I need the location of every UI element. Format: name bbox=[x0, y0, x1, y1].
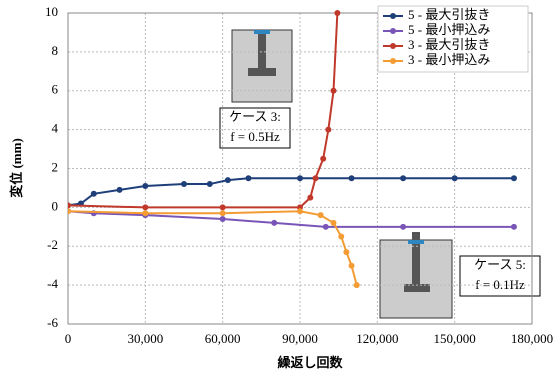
legend-label: 3 - 最大引抜き bbox=[408, 37, 490, 52]
legend-label: 5 - 最小押込み bbox=[408, 22, 490, 37]
legend-marker bbox=[390, 58, 396, 64]
x-tick-label: 0 bbox=[65, 331, 72, 346]
point bbox=[510, 175, 517, 182]
point bbox=[400, 223, 407, 230]
point bbox=[142, 182, 149, 189]
x-tick-label: 150,000 bbox=[434, 331, 476, 346]
y-tick-label: -2 bbox=[47, 237, 58, 252]
point bbox=[343, 249, 350, 256]
y-tick-label: 4 bbox=[52, 121, 59, 136]
y-tick-label: 10 bbox=[45, 4, 58, 19]
point bbox=[181, 181, 187, 188]
legend-marker bbox=[390, 28, 396, 34]
annotation: ケース 5: bbox=[474, 257, 526, 272]
series-line bbox=[68, 210, 358, 286]
point bbox=[219, 210, 226, 217]
x-tick-label: 180,000 bbox=[511, 331, 553, 346]
annotation: ケース 3: bbox=[229, 109, 281, 124]
case5-diagram bbox=[379, 232, 453, 319]
point bbox=[320, 155, 327, 162]
point bbox=[297, 208, 303, 215]
point bbox=[400, 175, 407, 182]
point bbox=[245, 175, 252, 182]
series bbox=[68, 10, 341, 211]
annotation: f = 0.5Hz bbox=[230, 129, 280, 144]
point bbox=[68, 208, 71, 215]
point bbox=[224, 177, 231, 184]
point bbox=[325, 126, 332, 133]
series bbox=[68, 208, 360, 289]
point bbox=[334, 10, 341, 16]
point bbox=[322, 223, 329, 230]
annotation-box bbox=[219, 107, 291, 149]
legend-label: 5 - 最大引抜き bbox=[408, 7, 490, 22]
point bbox=[330, 219, 337, 226]
series-line bbox=[68, 12, 339, 209]
point bbox=[297, 175, 303, 182]
point bbox=[206, 181, 213, 188]
annotation: f = 0.1Hz bbox=[475, 277, 525, 292]
series-line bbox=[68, 210, 514, 228]
point bbox=[330, 87, 337, 94]
annotation-box bbox=[459, 255, 541, 297]
point bbox=[116, 186, 123, 193]
point bbox=[68, 202, 71, 209]
x-axis-label: 繰返し回数 bbox=[277, 355, 343, 370]
point bbox=[348, 175, 355, 182]
plot-frame bbox=[67, 12, 533, 325]
point bbox=[353, 282, 360, 289]
point bbox=[271, 219, 278, 226]
y-tick-label: -4 bbox=[47, 276, 58, 291]
point bbox=[90, 190, 97, 197]
point bbox=[307, 194, 314, 201]
y-tick-label: 8 bbox=[52, 43, 59, 58]
point bbox=[312, 175, 319, 182]
y-tick-label: 2 bbox=[52, 159, 59, 174]
series bbox=[68, 175, 517, 209]
y-tick-label: 0 bbox=[52, 198, 59, 213]
x-tick-label: 60,000 bbox=[205, 331, 241, 346]
series-line bbox=[68, 177, 514, 207]
point bbox=[142, 204, 149, 211]
point bbox=[338, 233, 345, 240]
y-tick-label: 6 bbox=[52, 82, 59, 97]
x-tick-label: 90,000 bbox=[282, 331, 318, 346]
x-tick-label: 30,000 bbox=[127, 331, 163, 346]
y-axis-label: 変位 (mm) bbox=[9, 138, 24, 198]
point bbox=[219, 204, 226, 211]
point bbox=[510, 223, 517, 230]
point bbox=[317, 212, 324, 219]
point bbox=[348, 262, 355, 269]
point bbox=[219, 216, 226, 223]
point bbox=[142, 210, 149, 217]
legend-marker bbox=[390, 43, 396, 49]
legend-label: 3 - 最小押込み bbox=[408, 52, 490, 67]
x-tick-label: 120,000 bbox=[356, 331, 398, 346]
point bbox=[451, 175, 458, 182]
y-tick-label: -6 bbox=[47, 315, 58, 330]
legend-marker bbox=[390, 13, 396, 19]
